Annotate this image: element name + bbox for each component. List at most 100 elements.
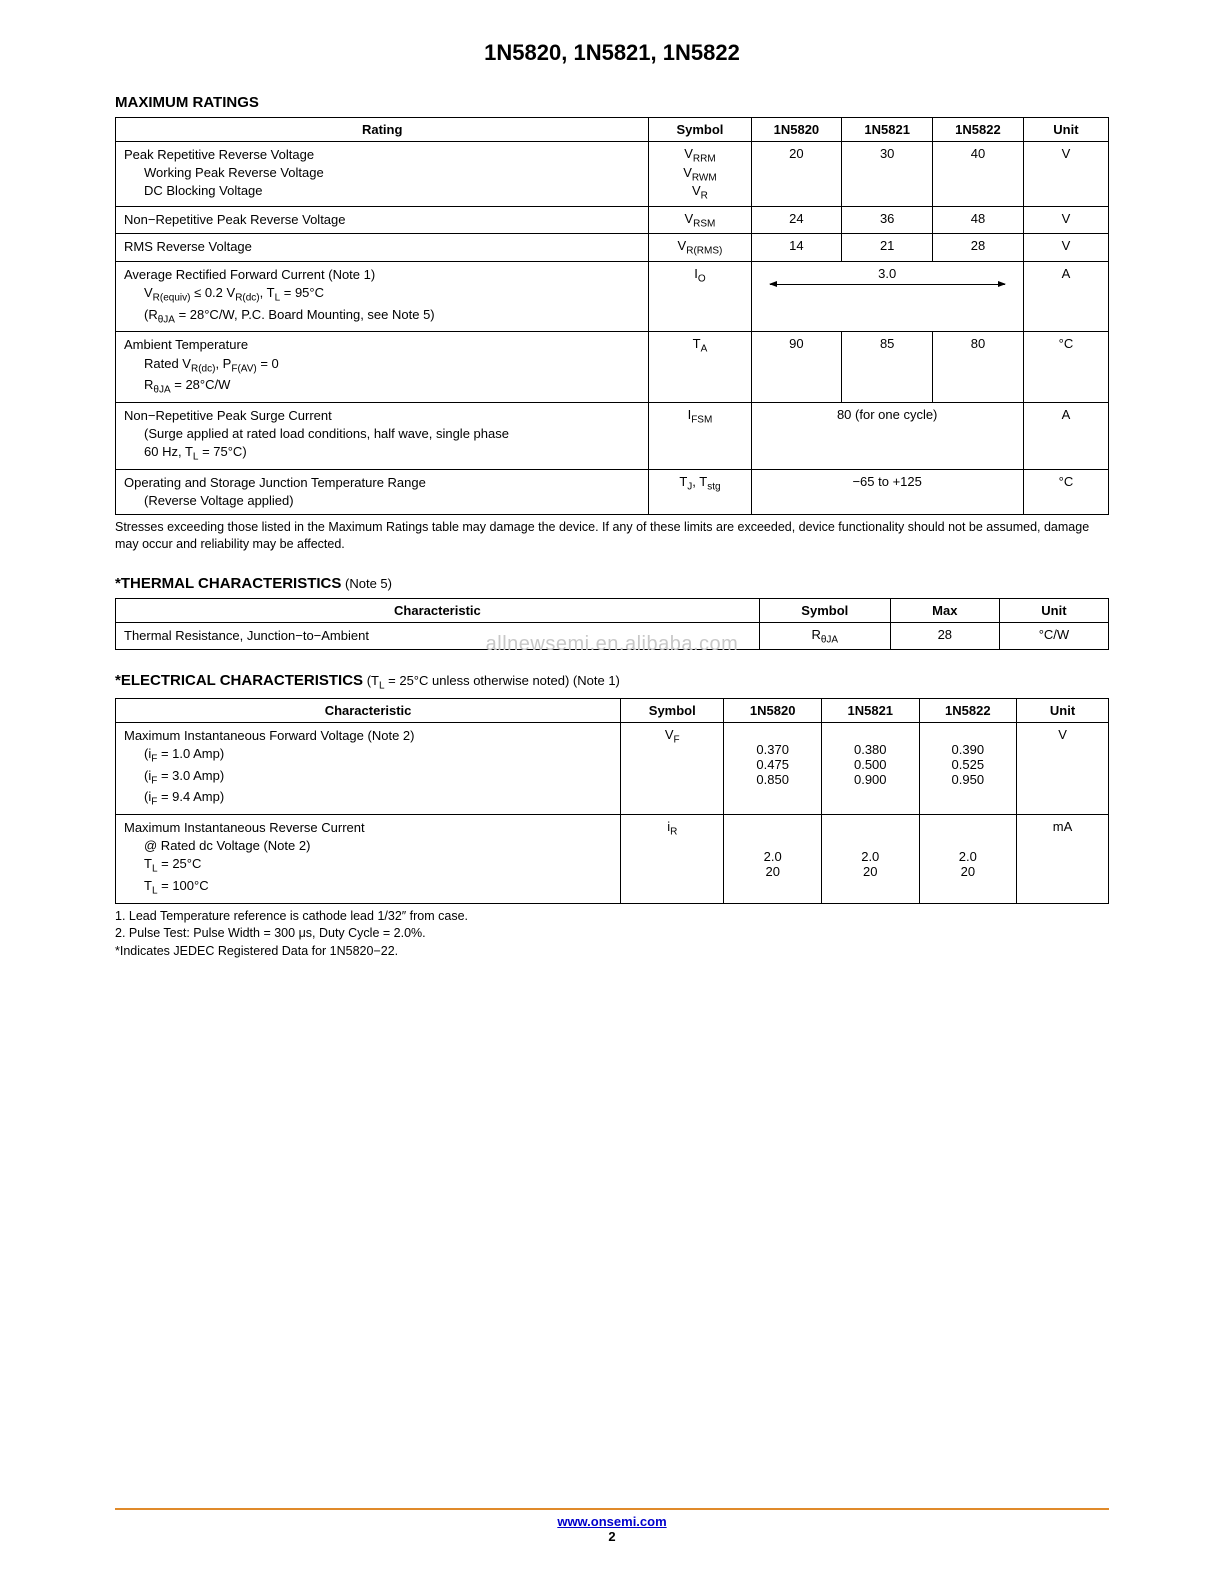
table-row: Non−Repetitive Peak Surge Current (Surge… (116, 402, 1109, 469)
hdr-char: Characteristic (116, 699, 621, 723)
char-text: (iF = 1.0 Amp) (124, 745, 612, 767)
table-row: Maximum Instantaneous Forward Voltage (N… (116, 723, 1109, 815)
value: 28 (890, 622, 999, 650)
symbol-sub: R (670, 827, 677, 838)
unit: V (1023, 234, 1108, 262)
rating-text: Peak Repetitive Reverse Voltage (124, 147, 314, 162)
max-ratings-note: Stresses exceeding those listed in the M… (115, 519, 1109, 553)
symbol: V (683, 165, 692, 180)
table-row: RMS Reverse Voltage VR(RMS) 14 21 28 V (116, 234, 1109, 262)
hdr-unit: Unit (1023, 118, 1108, 142)
rating-text: Non−Repetitive Peak Surge Current (124, 408, 332, 423)
footer-rule (115, 1508, 1109, 1510)
table-row: Ambient Temperature Rated VR(dc), PF(AV)… (116, 332, 1109, 402)
char-text: (iF = 9.4 Amp) (124, 788, 612, 810)
symbol: V (665, 727, 674, 742)
char-text: TL = 100°C (124, 877, 612, 899)
hdr-symbol: Symbol (621, 699, 724, 723)
value: 30 (842, 142, 933, 207)
max-ratings-heading: MAXIMUM RATINGS (115, 94, 1109, 111)
char-text: TL = 25°C (124, 855, 612, 877)
footnote: *Indicates JEDEC Registered Data for 1N5… (115, 943, 1109, 961)
rating-text: Ambient Temperature (124, 337, 248, 352)
unit: V (1023, 142, 1108, 207)
char-text: Maximum Instantaneous Reverse Current (124, 820, 365, 835)
hdr-max: Max (890, 598, 999, 622)
spanned-value: 80 (for one cycle) (751, 402, 1023, 469)
value: 2.020 (724, 814, 822, 903)
hdr-symbol: Symbol (759, 598, 890, 622)
electrical-table: Characteristic Symbol 1N5820 1N5821 1N58… (115, 698, 1109, 904)
footnotes: 1. Lead Temperature reference is cathode… (115, 908, 1109, 961)
page-number: 2 (608, 1529, 615, 1544)
electrical-heading: *ELECTRICAL CHARACTERISTICS (TL = 25°C u… (115, 672, 1109, 692)
symbol: R (811, 627, 820, 642)
page-title: 1N5820, 1N5821, 1N5822 (115, 40, 1109, 66)
spanned-value: 3.0 (751, 261, 1023, 331)
page-footer: www.onsemi.com 2 (115, 1508, 1109, 1544)
rating-text: DC Blocking Voltage (124, 182, 640, 200)
rating-text: (RθJA = 28°C/W, P.C. Board Mounting, see… (124, 306, 640, 328)
symbol-sub: A (701, 344, 708, 355)
rating-text: RMS Reverse Voltage (116, 234, 649, 262)
value: 85 (842, 332, 933, 402)
symbol-sub: R(RMS) (686, 246, 722, 257)
symbol-sub: RRM (693, 154, 716, 165)
symbol-sub: FSM (691, 414, 712, 425)
hdr-symbol: Symbol (649, 118, 751, 142)
rating-text: Working Peak Reverse Voltage (124, 164, 640, 182)
unit: A (1023, 402, 1108, 469)
symbol: V (692, 183, 701, 198)
rating-text: Rated VR(dc), PF(AV) = 0 (124, 355, 640, 377)
table-row: Non−Repetitive Peak Reverse Voltage VRSM… (116, 206, 1109, 234)
value: 0.3800.5000.900 (821, 723, 919, 815)
symbol: T (693, 336, 701, 351)
rating-text: (Surge applied at rated load conditions,… (124, 425, 640, 443)
value: 48 (933, 206, 1024, 234)
double-arrow-icon (770, 284, 1005, 285)
hdr-rating: Rating (116, 118, 649, 142)
unit: °C (1023, 332, 1108, 402)
footnote: 2. Pulse Test: Pulse Width = 300 μs, Dut… (115, 925, 1109, 943)
footer-link[interactable]: www.onsemi.com (557, 1514, 666, 1529)
table-row: Operating and Storage Junction Temperatu… (116, 469, 1109, 514)
max-ratings-table: Rating Symbol 1N5820 1N5821 1N5822 Unit … (115, 117, 1109, 515)
value: 40 (933, 142, 1024, 207)
table-row: Peak Repetitive Reverse Voltage Working … (116, 142, 1109, 207)
unit: °C/W (999, 622, 1108, 650)
thermal-heading: *THERMAL CHARACTERISTICS (Note 5) (115, 575, 1109, 592)
spanned-value: −65 to +125 (751, 469, 1023, 514)
rating-text: RθJA = 28°C/W (124, 376, 640, 398)
unit: mA (1017, 814, 1109, 903)
rating-text: Operating and Storage Junction Temperatu… (124, 475, 426, 490)
symbol-sub: R (701, 191, 708, 202)
hdr-p3: 1N5822 (933, 118, 1024, 142)
symbol-sub: O (698, 274, 706, 285)
hdr-p1: 1N5820 (724, 699, 822, 723)
symbol: V (684, 146, 693, 161)
unit: V (1017, 723, 1109, 815)
value: 20 (751, 142, 842, 207)
rating-text: Average Rectified Forward Current (Note … (124, 267, 375, 282)
rating-text: (Reverse Voltage applied) (124, 492, 640, 510)
hdr-unit: Unit (999, 598, 1108, 622)
hdr-p2: 1N5821 (821, 699, 919, 723)
symbol: V (678, 238, 687, 253)
symbol-sub: RWM (692, 172, 717, 183)
value: 90 (751, 332, 842, 402)
hdr-p2: 1N5821 (842, 118, 933, 142)
char-text: (iF = 3.0 Amp) (124, 767, 612, 789)
hdr-char: Characteristic (116, 598, 760, 622)
footnote: 1. Lead Temperature reference is cathode… (115, 908, 1109, 926)
unit: A (1023, 261, 1108, 331)
value: 28 (933, 234, 1024, 262)
value: 2.020 (919, 814, 1017, 903)
symbol: V (684, 211, 693, 226)
unit: °C (1023, 469, 1108, 514)
char-text: Maximum Instantaneous Forward Voltage (N… (124, 728, 414, 743)
value: 14 (751, 234, 842, 262)
value: 0.3700.4750.850 (724, 723, 822, 815)
rating-text: Non−Repetitive Peak Reverse Voltage (116, 206, 649, 234)
value: 0.3900.5250.950 (919, 723, 1017, 815)
hdr-p1: 1N5820 (751, 118, 842, 142)
